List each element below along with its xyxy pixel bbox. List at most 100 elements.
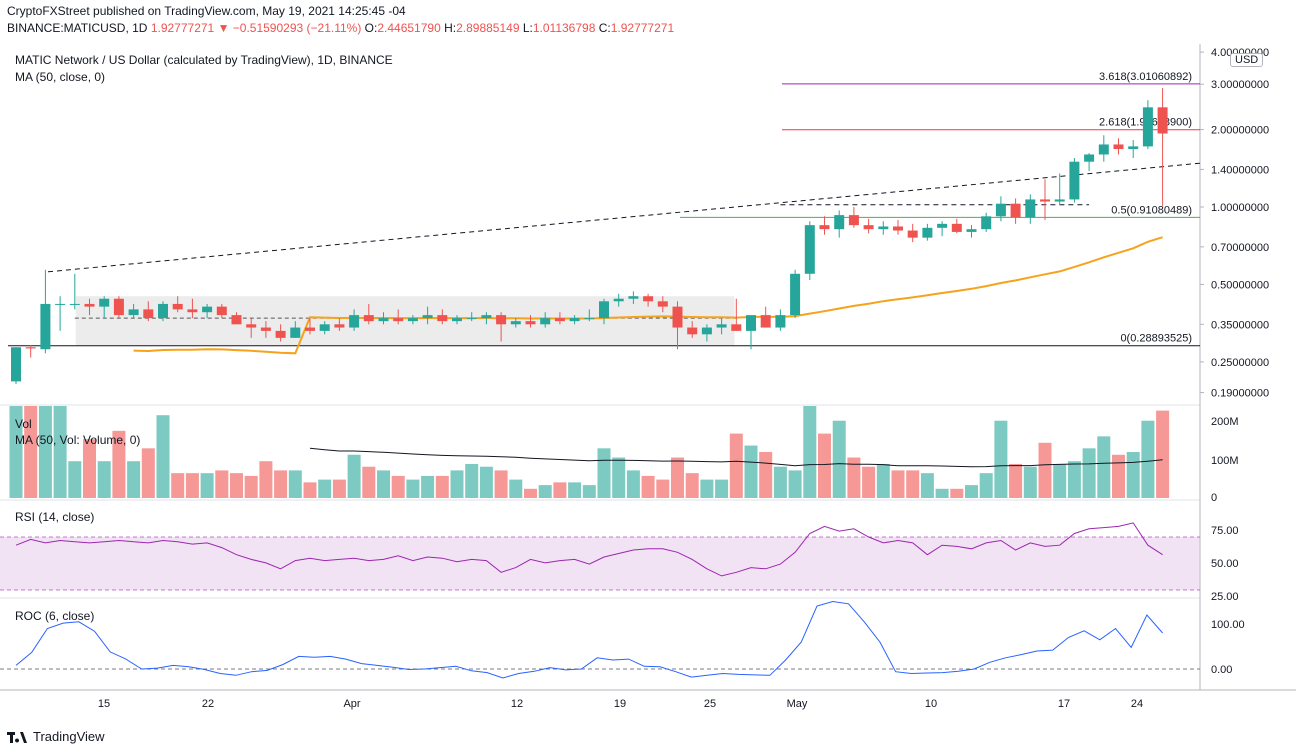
candle-body: [378, 318, 389, 322]
volume-bar: [141, 448, 155, 498]
candle-body: [216, 306, 227, 316]
candle-body: [55, 303, 66, 305]
volume-bar: [332, 479, 346, 498]
candle-body: [760, 315, 771, 328]
volume-bar: [994, 420, 1008, 498]
time-tick-label: Apr: [343, 698, 360, 710]
volume-bar: [700, 479, 714, 498]
candle-body: [922, 227, 933, 238]
candle-body: [981, 216, 992, 230]
candle-body: [1025, 199, 1036, 218]
volume-bar: [965, 485, 978, 498]
time-tick-label: 25: [704, 698, 716, 710]
time-tick-label: 17: [1058, 698, 1070, 710]
volume-bar: [759, 452, 773, 498]
candle-body: [69, 303, 80, 305]
volume-bar: [391, 475, 405, 498]
volume-bar: [509, 479, 523, 498]
volume-bar: [524, 488, 537, 498]
volume-bar: [685, 473, 699, 498]
volume-bar: [362, 466, 376, 498]
candle-body: [128, 309, 139, 316]
volume-bar: [68, 461, 82, 498]
high-label: H:: [444, 21, 457, 35]
candle-body: [363, 315, 374, 322]
vol-ma-legend: MA (50, Vol: Volume, 0): [15, 433, 141, 447]
volume-bar: [612, 457, 626, 498]
candle-body: [613, 298, 624, 302]
volume-bar: [288, 470, 302, 498]
candle-body: [599, 301, 609, 319]
fib-level-label: 0(0.28893525): [1120, 333, 1192, 345]
candle-body: [422, 315, 433, 319]
rsi-tick-label: 25.00: [1211, 591, 1239, 603]
volume-bar: [127, 461, 141, 498]
roc-tick-label: 0.00: [1211, 664, 1232, 676]
time-tick-label: 10: [925, 698, 937, 710]
candle-body: [687, 327, 698, 335]
candle-body: [305, 327, 315, 331]
rsi-band: [0, 537, 1200, 590]
candle-body: [731, 324, 742, 331]
candle-body: [1010, 203, 1021, 218]
candle-body: [834, 215, 845, 230]
candle-body: [202, 306, 213, 313]
volume-bar: [641, 475, 655, 498]
roc-tick-label: 100.00: [1211, 619, 1245, 631]
volume-bar: [979, 473, 993, 498]
volume-bar: [185, 473, 199, 498]
close-label: C:: [598, 21, 611, 35]
volume-bar: [156, 415, 170, 498]
volume-bar: [97, 461, 111, 498]
candle-body: [893, 226, 903, 231]
candle-body: [657, 301, 668, 307]
candle-body: [1157, 107, 1168, 134]
volume-bar: [465, 463, 479, 498]
price-tick-label: 0.70000000: [1211, 242, 1269, 254]
roc-line: [15, 600, 1163, 679]
candle-body: [172, 303, 183, 310]
rsi-legend: RSI (14, close): [15, 510, 95, 524]
candle-body: [584, 318, 595, 320]
volume-bar: [9, 406, 23, 498]
volume-bar: [538, 485, 552, 498]
volume-bar: [1067, 461, 1081, 498]
volume-bar: [1156, 410, 1170, 498]
volume-bar: [847, 457, 861, 498]
candle-body: [863, 225, 874, 230]
candle-body: [437, 315, 448, 322]
volume-bar: [626, 470, 640, 498]
volume-bar: [906, 470, 920, 498]
candle-body: [907, 230, 918, 238]
consolidation-range-box: [75, 296, 735, 347]
candle-body: [84, 303, 95, 307]
candle-body: [393, 318, 404, 322]
volume-bar: [274, 470, 288, 498]
candle-body: [951, 223, 962, 232]
volume-bar: [729, 433, 743, 498]
candle-body: [701, 327, 712, 335]
price-tick-label: 2.00000000: [1211, 125, 1269, 137]
volume-bar: [450, 470, 464, 498]
candle-body: [525, 321, 536, 325]
time-tick-label: 19: [614, 698, 626, 710]
volume-bar: [24, 406, 38, 498]
candle-body: [496, 315, 507, 325]
candle-body: [628, 296, 639, 299]
volume-bar: [950, 488, 964, 498]
candle-body: [540, 318, 551, 325]
footer-brand-text: TradingView: [33, 729, 105, 744]
volume-bar: [715, 479, 729, 498]
volume-bar: [744, 445, 758, 498]
price-tick-label: 0.50000000: [1211, 279, 1269, 291]
volume-bar: [891, 470, 905, 498]
volume-bar: [215, 470, 229, 498]
currency-badge[interactable]: USD: [1230, 53, 1264, 67]
candle-body: [40, 303, 51, 350]
time-tick-label: May: [787, 698, 808, 710]
candle-body: [275, 330, 286, 338]
volume-bar: [773, 466, 787, 498]
candle-body: [746, 315, 756, 331]
footer-brand[interactable]: TradingView: [7, 729, 105, 744]
